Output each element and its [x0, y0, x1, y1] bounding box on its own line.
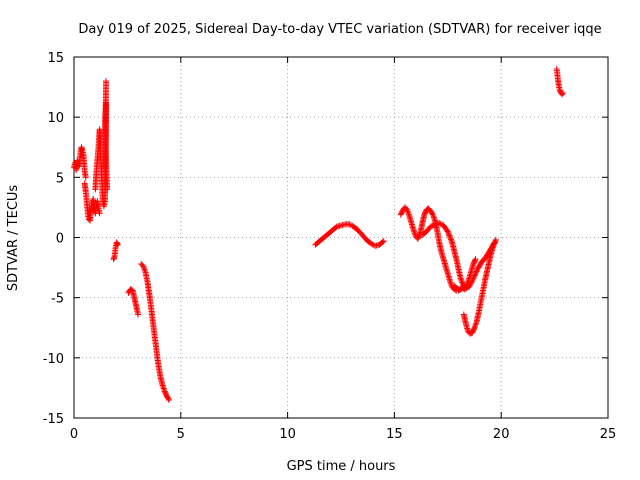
series-seg-i: [419, 220, 498, 293]
data-point: [459, 279, 466, 286]
data-point: [472, 269, 479, 276]
data-point: [443, 227, 450, 234]
data-point: [430, 222, 437, 229]
series-seg-l: [553, 66, 567, 98]
data-point: [474, 267, 481, 274]
data-point: [445, 231, 452, 238]
data-point: [446, 233, 453, 240]
series-seg-e: [125, 286, 142, 318]
data-point: [429, 210, 436, 217]
data-point: [457, 275, 464, 282]
series-seg-f: [138, 260, 173, 403]
y-tick-label: 0: [56, 232, 64, 247]
series-seg-b: [81, 180, 103, 224]
y-axis-label: SDTVAR / TECUs: [6, 185, 21, 292]
data-point: [379, 239, 386, 246]
x-tick-label: 15: [386, 427, 403, 442]
data-point: [473, 268, 480, 275]
grid: [74, 57, 608, 418]
y-tick-label: -10: [43, 352, 64, 367]
data-point: [472, 257, 479, 264]
y-tick-label: -5: [51, 292, 64, 307]
series-seg-j: [460, 236, 499, 337]
data-point: [472, 256, 479, 263]
data-point: [96, 210, 103, 217]
data-point: [448, 236, 455, 243]
x-tick-label: 0: [70, 427, 78, 442]
y-tick-label: 10: [47, 111, 64, 126]
series-seg-a: [71, 144, 89, 181]
data-point: [103, 78, 110, 85]
data-point: [447, 235, 454, 242]
y-tick-labels: -15 -10 -5 0 5 10 15: [43, 51, 64, 427]
series-seg-k: [451, 256, 479, 293]
x-tick-label: 5: [177, 427, 185, 442]
data-point: [492, 236, 499, 243]
data-point: [166, 396, 173, 403]
data-point: [492, 238, 499, 245]
y-tick-label: -15: [43, 412, 64, 427]
x-tick-labels: 0 5 10 15 20 25: [70, 427, 616, 442]
axis-ticks: [73, 56, 609, 419]
data-point: [165, 395, 172, 402]
series-seg-c2: [101, 99, 111, 193]
data-point: [111, 254, 118, 261]
y-tick-label: 5: [56, 171, 64, 186]
series-seg-d: [110, 239, 121, 263]
data-point: [114, 241, 121, 248]
x-tick-label: 25: [600, 427, 617, 442]
y-tick-label: 15: [47, 51, 64, 66]
data-point: [114, 240, 121, 247]
data-point: [446, 232, 453, 239]
data-point: [448, 237, 455, 244]
data-point: [560, 90, 567, 97]
data-point: [380, 238, 387, 245]
data-point: [458, 278, 465, 285]
data-point: [75, 163, 82, 170]
x-tick-label: 20: [493, 427, 510, 442]
data-point: [445, 229, 452, 236]
data-point: [444, 228, 451, 235]
data-point: [82, 174, 89, 181]
data-point: [470, 325, 477, 332]
data-point: [104, 186, 111, 193]
chart-title: Day 019 of 2025, Sidereal Day-to-day VTE…: [78, 22, 601, 37]
data-point: [135, 311, 142, 318]
series-seg-g: [312, 221, 387, 249]
x-tick-label: 10: [279, 427, 296, 442]
series-seg-h: [397, 204, 468, 294]
x-axis-label: GPS time / hours: [287, 459, 396, 474]
data-points: [71, 66, 567, 403]
data-point: [559, 91, 566, 98]
data-point: [458, 276, 465, 283]
